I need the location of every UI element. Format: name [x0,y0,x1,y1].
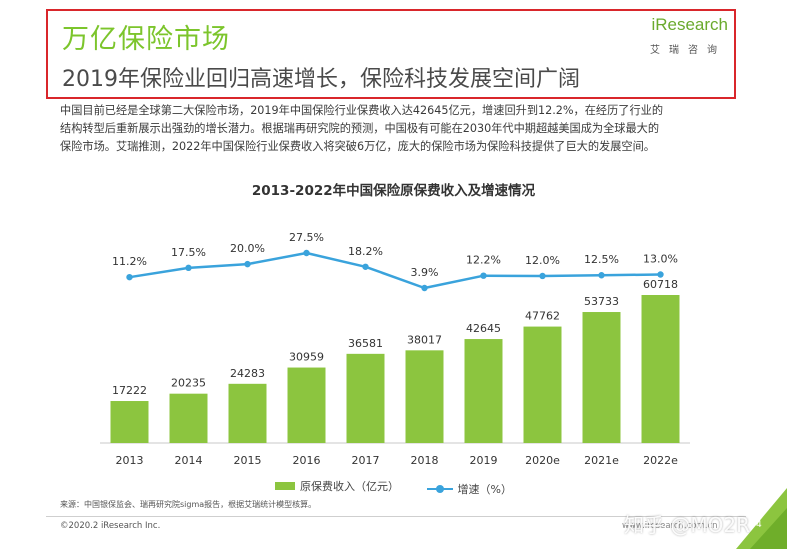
legend-item-line: 增速（%） [426,481,512,497]
paragraph-line: 保险市场。艾瑞推测，2022年中国保险行业保费收入将突破6万亿，庞大的保险市场为… [60,140,655,153]
watermark: 知乎 @MO2R [624,513,750,537]
bar-value-label: 30959 [289,351,324,364]
page-subtitle: 2019年保险业回归高速增长，保险科技发展空间广阔 [62,67,580,92]
x-tick-label: 2019 [470,454,498,467]
bar-2015 [228,383,267,443]
logo-subtext: 艾瑞咨询 [650,45,726,56]
growth-point-2021e [598,272,605,279]
bar-value-label: 17222 [112,384,147,397]
x-tick-label: 2020e [525,454,560,467]
growth-point-2016 [303,249,310,257]
growth-value-label: 12.2% [466,254,501,267]
growth-point-2013 [126,273,133,281]
bar-2020e [523,326,562,443]
x-tick-label: 2015 [234,454,262,467]
bar-2013 [110,401,149,443]
bar-value-label: 42645 [466,322,501,335]
x-tick-label: 2018 [411,454,439,467]
intro-paragraph: 中国目前已经是全球第二大保险市场，2019年中国保险行业保费收入达42645亿元… [60,102,750,156]
growth-value-label: 12.0% [525,254,560,267]
corner-decoration-icon [736,488,787,549]
bar-2019 [464,339,503,443]
growth-point-2022e [657,271,664,278]
line-swatch-icon [426,485,453,493]
logo-text: iResearch [651,15,728,34]
growth-rate-line [129,251,661,290]
source-note: 来源：中国银保监会、瑞再研究院sigma报告，根据艾瑞统计模型核算。 [60,500,317,509]
bar-value-label: 20235 [171,377,206,390]
legend-bar-label: 原保费收入（亿元） [300,480,400,493]
growth-value-label: 20.0% [230,242,265,255]
paragraph-line: 中国目前已经是全球第二大保险市场，2019年中国保险行业保费收入达42645亿元… [60,104,664,117]
bar-value-label: 47762 [525,310,560,323]
bar-2018 [405,350,444,443]
bar-2022e [641,295,680,443]
x-tick-label: 2021e [584,454,619,467]
chart-title: 2013-2022年中国保险原保费收入及增速情况 [251,183,536,199]
legend-item-bar: 原保费收入（亿元） [275,478,399,494]
growth-point-2019 [480,272,487,279]
bar-value-label: 60718 [643,278,678,291]
bar-swatch-icon [275,482,296,490]
growth-point-2017 [362,263,369,270]
growth-value-label: 11.2% [112,255,147,268]
paragraph-line: 结构转型后重新展示出强劲的增长潜力。根据瑞再研究院的预测，中国极有可能在2030… [60,122,660,135]
bar-2021e [582,312,621,443]
growth-value-label: 27.5% [289,231,324,244]
x-tick-label: 2013 [116,454,144,467]
chart-legend: 原保费收入（亿元） 增速（%） [0,478,787,497]
bar-2016 [287,367,326,443]
growth-value-label: 17.5% [171,246,206,259]
bar-2017 [346,353,385,443]
growth-value-label: 13.0% [643,253,678,266]
title-box: 万亿保险市场 2019年保险业回归高速增长，保险科技发展空间广阔 iResear… [46,9,736,99]
bar-2014 [169,393,208,443]
bar-value-label: 38017 [407,333,442,346]
x-tick-label: 2016 [293,454,321,467]
growth-value-label: 18.2% [348,245,383,258]
x-tick-label: 2022e [643,454,678,467]
page-number: 4 [756,520,762,530]
growth-point-2014 [185,264,192,272]
website-text: www.iresearch.com.cn [622,521,718,531]
copyright: ©2020.2 iResearch Inc. [60,521,161,531]
bar-value-label: 36581 [348,337,383,350]
bar-value-label: 53733 [584,295,619,308]
growth-value-label: 12.5% [584,253,619,266]
growth-value-label: 3.9% [411,266,439,279]
page-title: 万亿保险市场 [62,24,230,55]
bar-value-label: 24283 [230,367,265,380]
growth-point-2020e [539,272,546,280]
iresearch-logo: iResearch 艾瑞咨询 [636,15,728,59]
x-tick-label: 2017 [352,454,380,467]
growth-point-2015 [244,260,251,268]
legend-line-label: 增速（%） [457,483,512,496]
growth-point-2018 [421,284,428,292]
x-tick-label: 2014 [175,454,203,467]
footer-divider [46,516,746,517]
